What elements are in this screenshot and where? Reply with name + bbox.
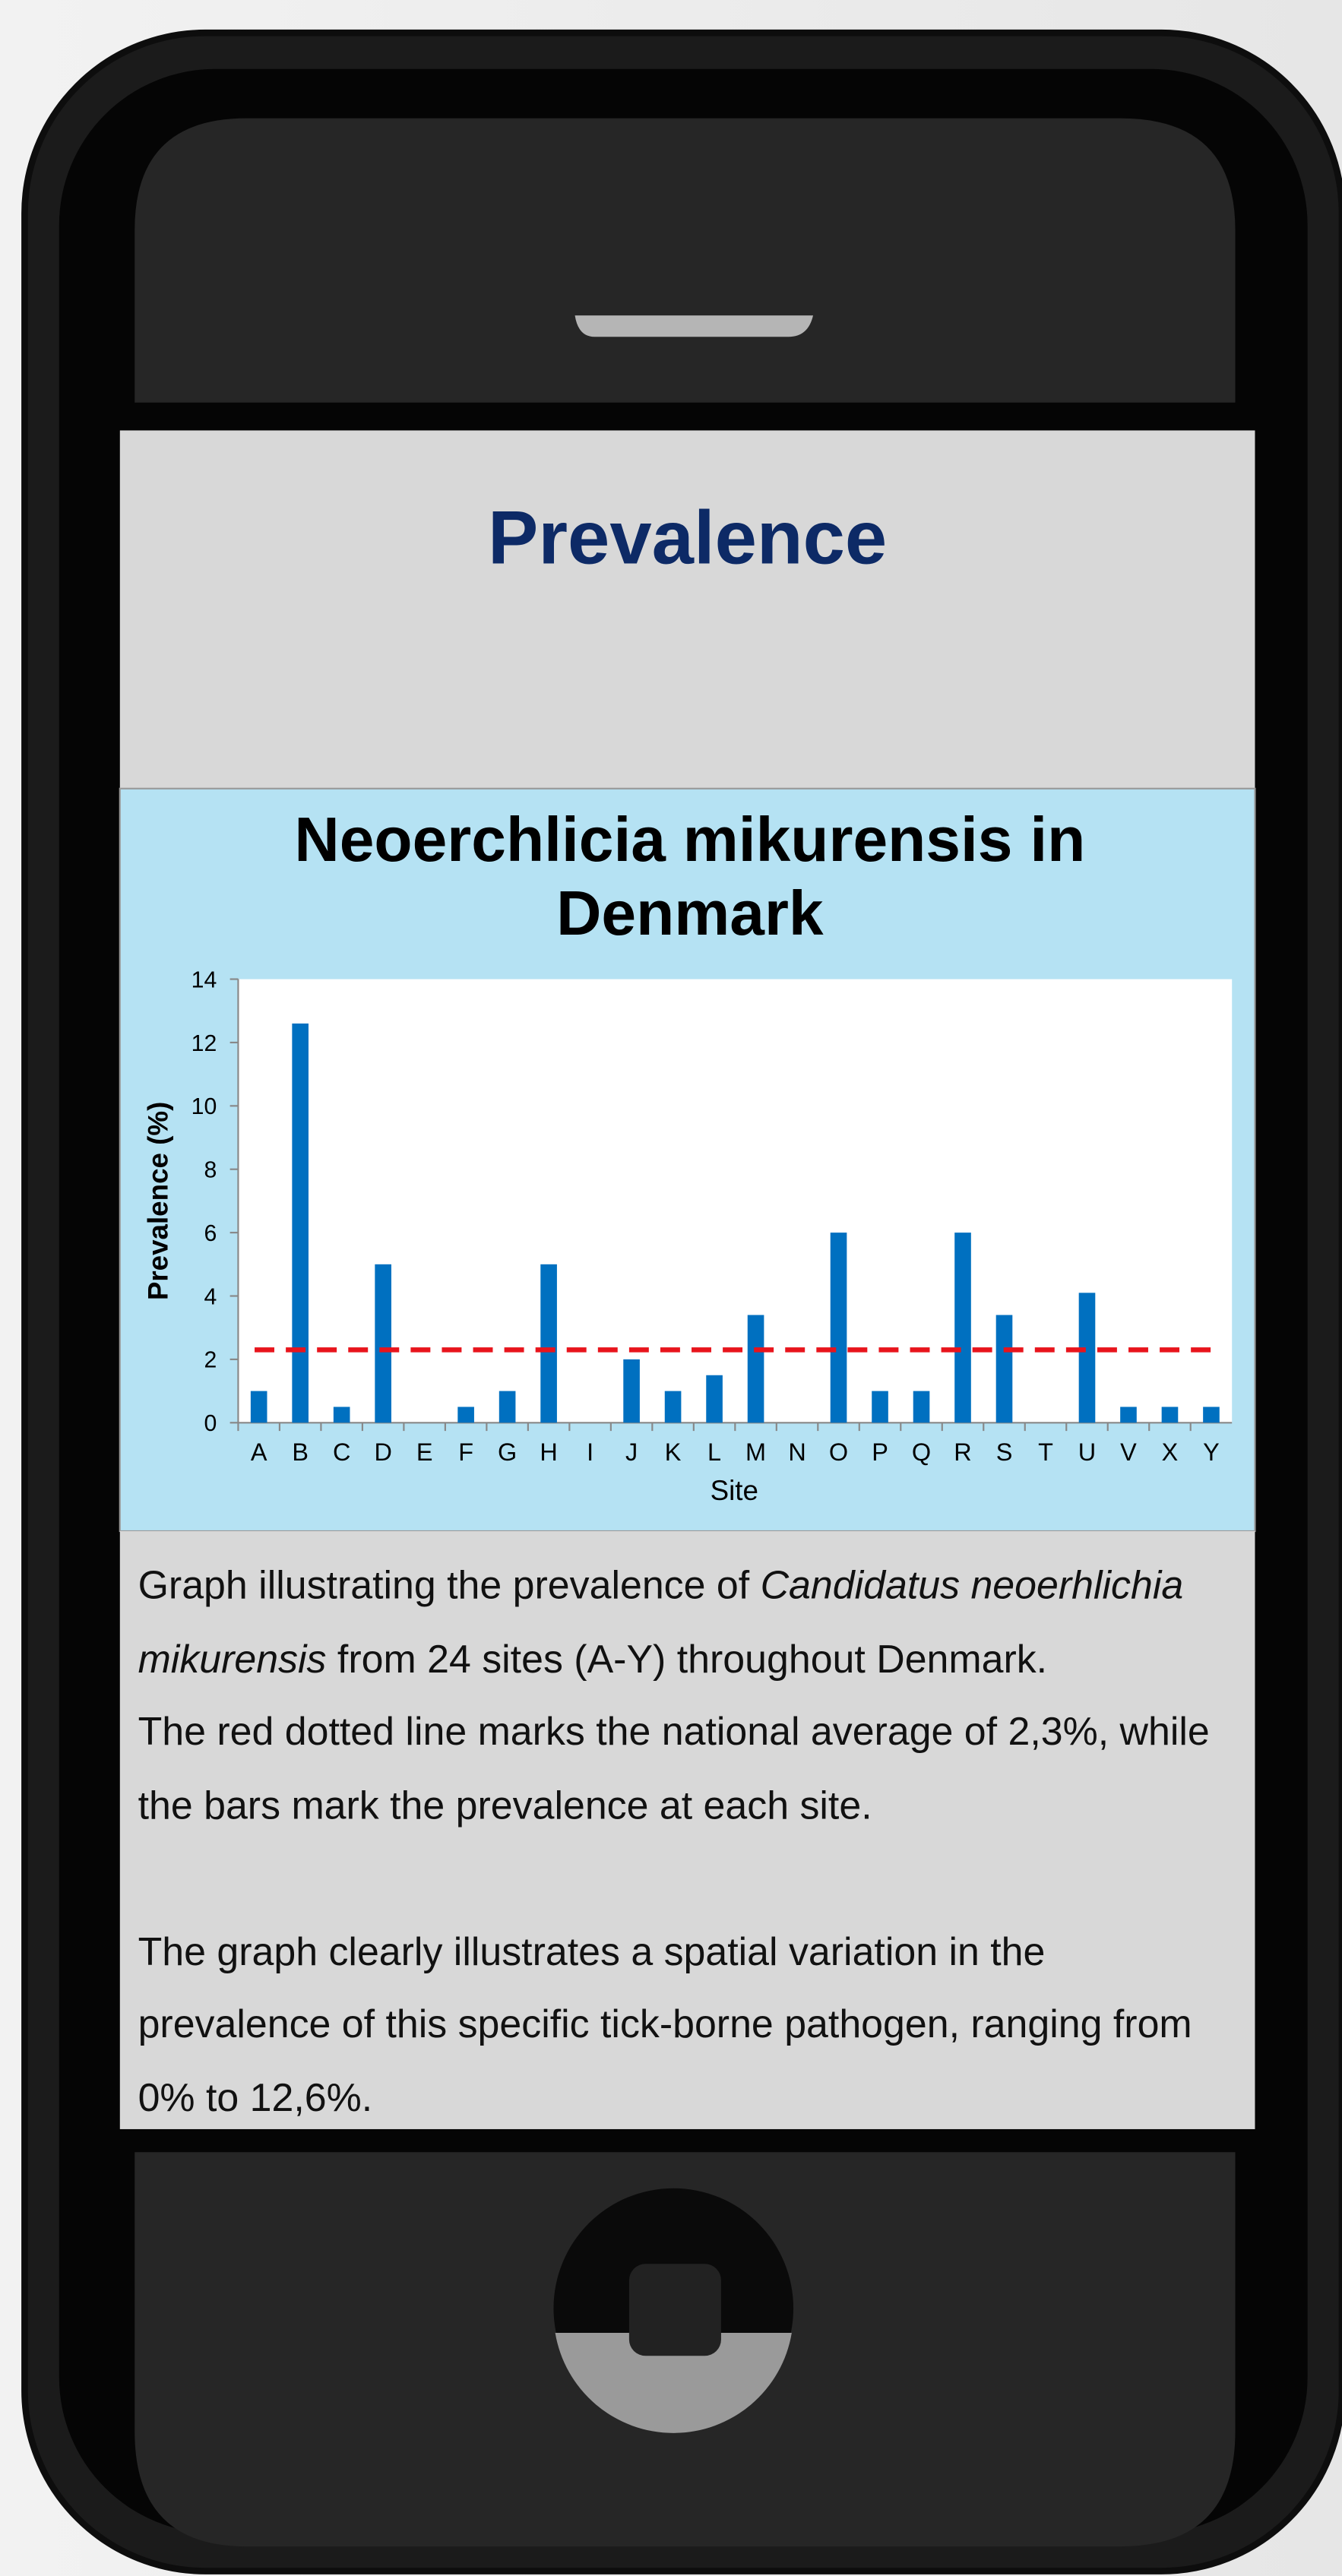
bar bbox=[499, 1391, 516, 1423]
x-tick-label: A bbox=[251, 1438, 267, 1466]
bar bbox=[540, 1264, 557, 1422]
bar bbox=[996, 1315, 1013, 1423]
x-tick-label: B bbox=[292, 1438, 309, 1466]
bar bbox=[457, 1407, 474, 1422]
bar bbox=[831, 1233, 847, 1422]
bar bbox=[623, 1359, 640, 1422]
header-area bbox=[120, 430, 1255, 788]
x-tick-label: P bbox=[872, 1438, 888, 1466]
y-tick-label: 12 bbox=[191, 1031, 217, 1056]
x-tick-label: E bbox=[416, 1438, 433, 1466]
x-tick-label: J bbox=[625, 1438, 638, 1466]
x-tick-label: S bbox=[996, 1438, 1013, 1466]
y-tick-label: 2 bbox=[204, 1348, 217, 1373]
y-tick-label: 10 bbox=[191, 1094, 217, 1119]
x-axis-label: Site bbox=[711, 1475, 758, 1506]
bar bbox=[706, 1375, 723, 1423]
x-tick-label: T bbox=[1038, 1438, 1053, 1466]
bar bbox=[913, 1391, 930, 1423]
x-tick-label: I bbox=[587, 1438, 593, 1466]
y-tick-label: 4 bbox=[204, 1284, 217, 1309]
paragraph: The graph clearly illustrates a spatial … bbox=[138, 1916, 1247, 2136]
bar bbox=[1162, 1407, 1179, 1422]
x-tick-label: R bbox=[954, 1438, 971, 1466]
top-panel bbox=[135, 119, 1235, 403]
x-tick-label: M bbox=[745, 1438, 766, 1466]
x-tick-label: Y bbox=[1203, 1438, 1220, 1466]
x-tick-label: H bbox=[540, 1438, 557, 1466]
paragraph: The red dotted line marks the national a… bbox=[138, 1697, 1247, 1843]
bar bbox=[292, 1024, 309, 1422]
bar bbox=[1203, 1407, 1220, 1422]
y-tick-label: 6 bbox=[204, 1221, 217, 1246]
y-tick-label: 14 bbox=[191, 967, 217, 992]
bar bbox=[1079, 1293, 1096, 1422]
x-tick-label: L bbox=[707, 1438, 721, 1466]
home-button-icon bbox=[629, 2264, 721, 2356]
x-tick-label: O bbox=[829, 1438, 848, 1466]
bar bbox=[251, 1391, 267, 1423]
bar bbox=[665, 1391, 682, 1423]
x-tick-label: N bbox=[788, 1438, 806, 1466]
x-tick-label: U bbox=[1078, 1438, 1096, 1466]
x-tick-label: D bbox=[374, 1438, 391, 1466]
bar bbox=[334, 1407, 350, 1422]
bar bbox=[954, 1233, 971, 1422]
description: Graph illustrating the prevalence of Can… bbox=[138, 1551, 1247, 2136]
x-tick-label: F bbox=[458, 1438, 473, 1466]
chart: Prevalence (%) Site 0 2 4 6 8 10 12 14 ABCDEFGH I… bbox=[0, 0, 1342, 2576]
x-tick-label: X bbox=[1162, 1438, 1179, 1466]
x-tick-label: C bbox=[333, 1438, 350, 1466]
y-tick-label: 8 bbox=[204, 1158, 217, 1183]
paragraph: Graph illustrating the prevalence of Can… bbox=[138, 1551, 1247, 1697]
speaker bbox=[575, 315, 813, 337]
phone-mockup: Prevalence (%) Site 0 2 4 6 8 10 12 14 ABCDEFGH I… bbox=[0, 0, 1342, 2576]
text: from 24 sites (A-Y) throughout Denmark. bbox=[327, 1637, 1048, 1681]
x-tick-label: K bbox=[665, 1438, 682, 1466]
bar bbox=[872, 1391, 888, 1423]
bar bbox=[748, 1315, 764, 1423]
x-tick-label: G bbox=[498, 1438, 517, 1466]
y-axis-label: Prevalence (%) bbox=[142, 1102, 173, 1300]
bar bbox=[1120, 1407, 1137, 1422]
x-tick-label: V bbox=[1120, 1438, 1137, 1466]
x-tick-label: Q bbox=[912, 1438, 931, 1466]
text: Graph illustrating the prevalence of bbox=[138, 1564, 761, 1608]
header-title: Prevalence bbox=[120, 493, 1255, 582]
bar bbox=[375, 1264, 391, 1422]
page: Prevalence (%) Site 0 2 4 6 8 10 12 14 ABCDEFGH I… bbox=[0, 0, 1342, 2576]
chart-title: Neoerchlicia mikurensis in Denmark bbox=[230, 805, 1150, 953]
y-tick-label: 0 bbox=[204, 1411, 217, 1436]
